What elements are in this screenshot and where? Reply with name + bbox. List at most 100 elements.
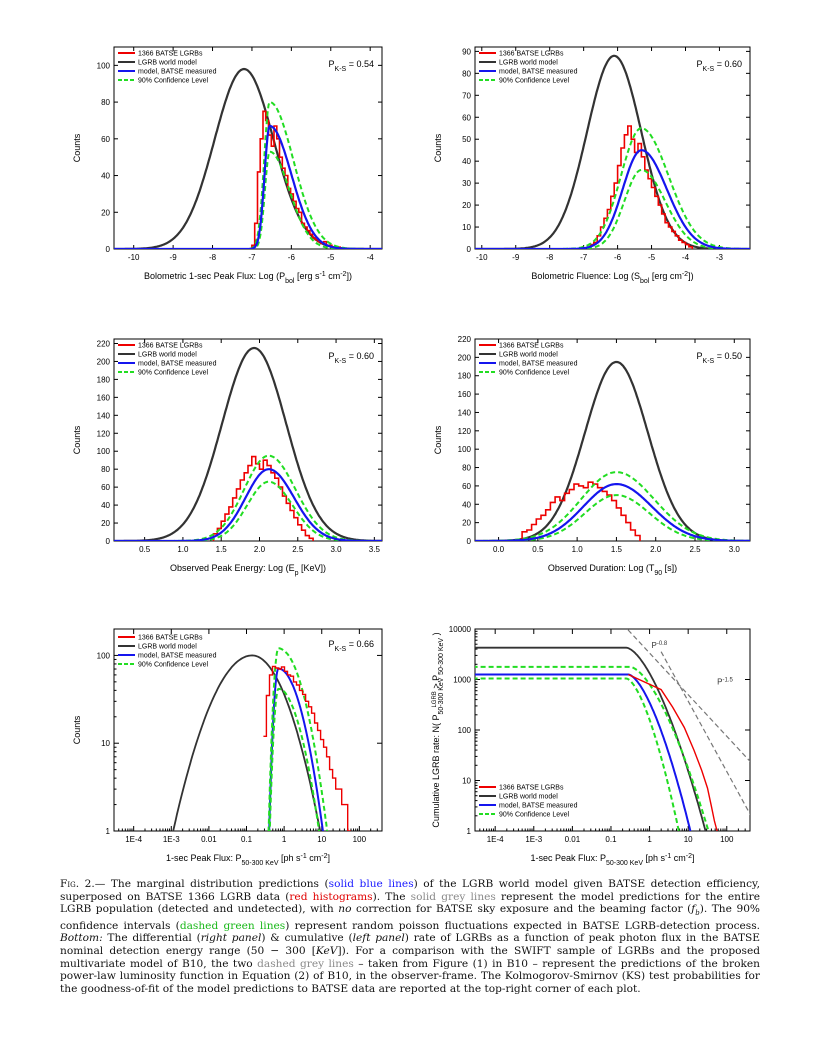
powerlaw-label: P-1.5 <box>717 678 733 687</box>
figure: -10 -9 -8 -7 -6 -5 -4020406080100CountsBolomet… <box>72 46 751 867</box>
x-tick-label: -9 <box>170 253 178 262</box>
x-axis-label: Observed Peak Energy: Log (Ep [KeV]) <box>170 563 326 577</box>
x-tick-label: 3.0 <box>330 545 342 554</box>
y-tick-label: 60 <box>101 135 110 144</box>
plot-area <box>172 647 351 831</box>
batse-histogram <box>589 125 694 249</box>
x-tick-label: 2.0 <box>254 545 266 554</box>
y-tick-label: 1 <box>106 827 111 836</box>
measured-model-curve <box>475 673 692 831</box>
x-tick-label: 2.0 <box>650 545 662 554</box>
x-tick-label: -4 <box>682 253 690 262</box>
confidence-lower <box>475 677 680 831</box>
ks-probability: PK-S = 0.66 <box>329 639 374 653</box>
x-tick-label: 3.0 <box>729 545 741 554</box>
x-tick-label: 0.1 <box>241 835 253 844</box>
plot-area <box>475 629 750 831</box>
legend-label: 90% Confidence Level <box>138 78 208 85</box>
y-tick-label: 10000 <box>449 625 472 634</box>
confidence-upper <box>475 127 750 249</box>
y-tick-label: 100 <box>97 61 111 70</box>
confidence-upper <box>114 101 382 249</box>
x-tick-label: 1.0 <box>177 545 189 554</box>
y-tick-label: 10 <box>462 777 471 786</box>
plot-area <box>114 67 382 249</box>
legend-label: 90% Confidence Level <box>138 370 208 377</box>
legend-label: LGRB world model <box>499 60 558 67</box>
x-tick-label: -10 <box>128 253 140 262</box>
world-model-curve <box>114 67 382 249</box>
confidence-lower <box>114 150 382 249</box>
y-tick-label: 80 <box>462 464 471 473</box>
confidence-upper <box>475 471 750 541</box>
y-tick-label: 20 <box>462 519 471 528</box>
world-model-curve <box>475 646 707 831</box>
figure-caption: Fig. 2.— The marginal distribution predi… <box>60 878 761 995</box>
x-tick-label: 1E-4 <box>125 835 142 844</box>
x-tick-label: 0.01 <box>201 835 217 844</box>
x-tick-label: 1E-3 <box>163 835 180 844</box>
x-tick-label: 100 <box>720 835 734 844</box>
panel-fluence: -10 -9 -8 -7 -6 -5 -4 -3 0 10 20 30 40 50 60 70 80 90 Coun… <box>433 46 751 285</box>
legend-label: model, BATSE measured <box>138 69 217 76</box>
legend-label: LGRB world model <box>138 60 197 67</box>
y-tick-label: 0 <box>467 245 472 254</box>
y-axis-label: Counts <box>433 425 443 454</box>
legend-label: model, BATSE measured <box>499 361 578 368</box>
x-tick-label: 0.5 <box>139 545 151 554</box>
y-tick-label: 140 <box>97 411 111 420</box>
y-axis-label: Counts <box>72 425 82 454</box>
plot-area <box>114 346 382 541</box>
legend-label: 90% Confidence Level <box>499 812 569 819</box>
x-tick-label: -5 <box>648 253 656 262</box>
x-tick-label: -8 <box>209 253 217 262</box>
world-model-curve <box>114 346 382 541</box>
legend-label: LGRB world model <box>138 644 197 651</box>
y-tick-label: 60 <box>462 482 471 491</box>
x-tick-label: 1 <box>647 835 652 844</box>
panel-peak-flux: -10 -9 -8 -7 -6 -5 -4 0 20 40 60 80 100 Counts Bolomet… <box>72 46 383 285</box>
legend-label: 90% Confidence Level <box>138 662 208 669</box>
y-tick-label: 40 <box>462 500 471 509</box>
plot-frame <box>474 338 751 542</box>
x-tick-label: -9 <box>512 253 520 262</box>
x-tick-label: 1E-4 <box>487 835 504 844</box>
x-tick-label: -6 <box>288 253 296 262</box>
y-tick-label: 160 <box>458 390 472 399</box>
caption-red-term: red histograms <box>289 890 373 903</box>
legend-label: model, BATSE measured <box>499 803 578 810</box>
panel-peak-energy: 0.5 1.0 1.5 2.0 2.5 3.0 3.5 0 20 40 60 80 100 120 140 1… <box>72 338 383 577</box>
y-tick-label: 40 <box>462 157 471 166</box>
x-tick-label: 2.5 <box>292 545 304 554</box>
caption-grey-term: solid grey lines <box>410 890 496 903</box>
y-tick-label: 80 <box>101 98 110 107</box>
measured-model-curve <box>475 149 750 249</box>
y-tick-label: 200 <box>458 353 472 362</box>
y-tick-label: 0 <box>106 537 111 546</box>
confidence-upper <box>475 665 710 831</box>
x-tick-label: 1.5 <box>216 545 228 554</box>
legend-label: 1366 BATSE LGRBs <box>138 343 203 350</box>
x-axis-label: 1-sec Peak Flux: P50-300 KeV [ph s-1 cm-… <box>166 853 330 867</box>
plot-frame <box>113 628 383 832</box>
panel-duration: 0.0 0.5 1.0 1.5 2.0 2.5 3.0 0 20 40 60 80 100 120 140 1… <box>433 335 751 577</box>
x-tick-label: 0.01 <box>565 835 581 844</box>
x-tick-label: 10 <box>317 835 326 844</box>
measured-model-curve <box>114 124 382 249</box>
caption-green-term: dashed green lines <box>179 919 286 932</box>
panel-photon-flux-cumulative: 1E-4 1E-3 0.01 0.1 1 10 100 1 10 100 1000 10000 1-se… <box>431 625 751 867</box>
measured-model-curve <box>114 468 382 541</box>
legend-label: 1366 BATSE LGRBs <box>499 785 564 792</box>
x-tick-label: 1.5 <box>611 545 623 554</box>
x-tick-label: 0.5 <box>532 545 544 554</box>
x-tick-label: -6 <box>614 253 622 262</box>
y-tick-label: 80 <box>462 69 471 78</box>
y-tick-label: 90 <box>462 47 471 56</box>
caption-grey-dashed-term: dashed grey lines <box>257 957 354 970</box>
legend-label: model, BATSE measured <box>138 653 217 660</box>
legend-label: 1366 BATSE LGRBs <box>499 343 564 350</box>
batse-histogram <box>521 481 641 541</box>
confidence-lower <box>114 480 382 541</box>
y-tick-label: 120 <box>97 429 111 438</box>
x-tick-label: 2.5 <box>689 545 701 554</box>
